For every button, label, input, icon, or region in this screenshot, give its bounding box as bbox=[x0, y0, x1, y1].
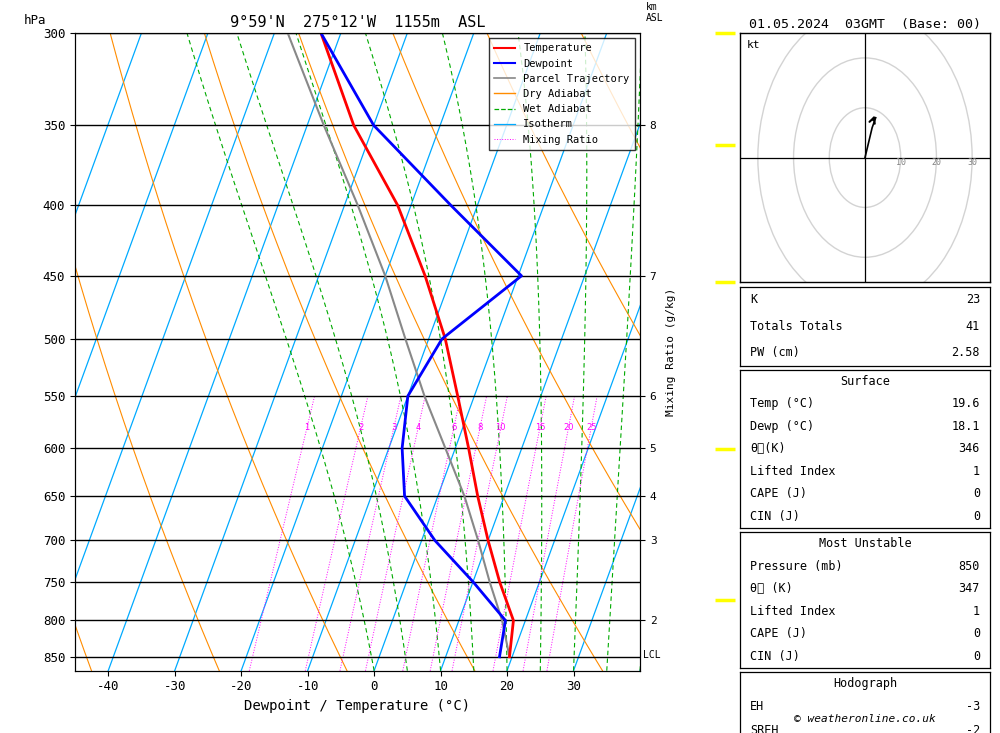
Text: Temp (°C): Temp (°C) bbox=[750, 397, 814, 410]
Text: 1: 1 bbox=[304, 424, 310, 432]
Text: K: K bbox=[750, 293, 757, 306]
Text: Surface: Surface bbox=[840, 375, 890, 388]
Text: kt: kt bbox=[747, 40, 761, 50]
Text: Lifted Index: Lifted Index bbox=[750, 605, 835, 618]
Text: Totals Totals: Totals Totals bbox=[750, 320, 843, 333]
Text: 4: 4 bbox=[416, 424, 421, 432]
Text: θᴇ (K): θᴇ (K) bbox=[750, 582, 793, 595]
Text: PW (cm): PW (cm) bbox=[750, 346, 800, 359]
Text: 19.6: 19.6 bbox=[952, 397, 980, 410]
Text: hPa: hPa bbox=[24, 14, 47, 26]
Text: EH: EH bbox=[750, 701, 764, 713]
Text: 1: 1 bbox=[973, 465, 980, 478]
Text: km
ASL: km ASL bbox=[646, 1, 663, 23]
Text: CIN (J): CIN (J) bbox=[750, 650, 800, 663]
Text: Lifted Index: Lifted Index bbox=[750, 465, 835, 478]
Text: 0: 0 bbox=[973, 650, 980, 663]
Text: 15: 15 bbox=[535, 424, 545, 432]
Text: 2: 2 bbox=[358, 424, 363, 432]
Text: Dewp (°C): Dewp (°C) bbox=[750, 420, 814, 433]
Title: 9°59'N  275°12'W  1155m  ASL: 9°59'N 275°12'W 1155m ASL bbox=[230, 15, 485, 31]
Text: Most Unstable: Most Unstable bbox=[819, 537, 911, 550]
Text: 0: 0 bbox=[973, 487, 980, 501]
Text: 20: 20 bbox=[563, 424, 574, 432]
Text: 850: 850 bbox=[959, 559, 980, 572]
Text: 0: 0 bbox=[973, 510, 980, 523]
Text: 2.58: 2.58 bbox=[952, 346, 980, 359]
Text: CAPE (J): CAPE (J) bbox=[750, 627, 807, 641]
Text: 346: 346 bbox=[959, 443, 980, 455]
Text: 6: 6 bbox=[451, 424, 456, 432]
Text: 18.1: 18.1 bbox=[952, 420, 980, 433]
Text: 01.05.2024  03GMT  (Base: 00): 01.05.2024 03GMT (Base: 00) bbox=[749, 18, 981, 32]
Text: 3: 3 bbox=[391, 424, 396, 432]
Text: 10: 10 bbox=[496, 424, 506, 432]
Text: Mixing Ratio (g/kg): Mixing Ratio (g/kg) bbox=[666, 288, 676, 416]
Text: CIN (J): CIN (J) bbox=[750, 510, 800, 523]
Text: 10: 10 bbox=[896, 158, 906, 167]
Legend: Temperature, Dewpoint, Parcel Trajectory, Dry Adiabat, Wet Adiabat, Isotherm, Mi: Temperature, Dewpoint, Parcel Trajectory… bbox=[489, 38, 635, 150]
Text: 20: 20 bbox=[931, 158, 941, 167]
X-axis label: Dewpoint / Temperature (°C): Dewpoint / Temperature (°C) bbox=[244, 699, 471, 713]
Text: 1: 1 bbox=[973, 605, 980, 618]
Text: 0: 0 bbox=[973, 627, 980, 641]
Text: -2: -2 bbox=[966, 723, 980, 733]
Text: 347: 347 bbox=[959, 582, 980, 595]
Text: 41: 41 bbox=[966, 320, 980, 333]
Text: 23: 23 bbox=[966, 293, 980, 306]
Text: Pressure (mb): Pressure (mb) bbox=[750, 559, 843, 572]
Text: Hodograph: Hodograph bbox=[833, 677, 897, 690]
Text: 25: 25 bbox=[586, 424, 596, 432]
Text: SREH: SREH bbox=[750, 723, 778, 733]
Text: © weatheronline.co.uk: © weatheronline.co.uk bbox=[794, 714, 936, 724]
Text: -3: -3 bbox=[966, 701, 980, 713]
Text: 8: 8 bbox=[477, 424, 483, 432]
Text: θᴇ(K): θᴇ(K) bbox=[750, 443, 786, 455]
Text: CAPE (J): CAPE (J) bbox=[750, 487, 807, 501]
Text: LCL: LCL bbox=[643, 650, 660, 660]
Text: 30: 30 bbox=[967, 158, 977, 167]
